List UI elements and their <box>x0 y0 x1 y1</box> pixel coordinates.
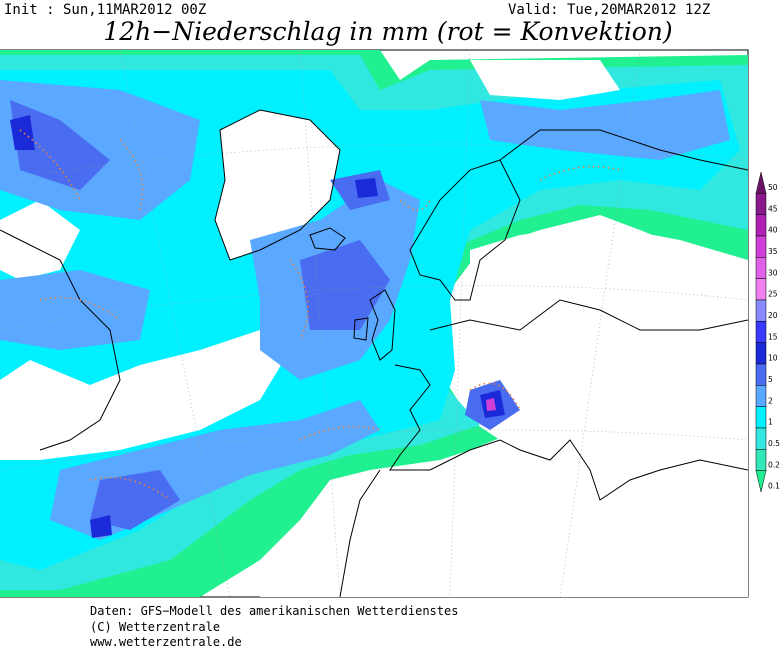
legend-swatch <box>755 257 767 279</box>
legend-swatch <box>755 342 767 365</box>
footer-line: Daten: GFS−Modell des amerikanischen Wet… <box>90 604 458 618</box>
legend-swatch <box>755 321 767 343</box>
color-legend: 50 45 40 35 30 25 20 15 10 5 2 1 0.5 0.2 0.1 <box>755 171 780 493</box>
legend-label: 1 <box>768 418 773 427</box>
legend-label: 35 <box>768 247 778 256</box>
legend-swatch <box>755 449 767 471</box>
init-time: Init : Sun,11MAR2012 00Z <box>4 2 206 18</box>
convection-contour <box>19 129 621 501</box>
footer-line: www.wetterzentrale.de <box>90 635 242 648</box>
legend-label: 20 <box>768 311 778 320</box>
legend-label: 15 <box>768 332 778 341</box>
legend-swatch <box>755 171 767 194</box>
legend-label: 30 <box>768 268 778 277</box>
legend-label: 50 <box>768 183 778 192</box>
legend-label: 10 <box>768 354 778 363</box>
legend-label: 2 <box>768 396 773 405</box>
valid-time: Valid: Tue,20MAR2012 12Z <box>508 2 710 18</box>
legend-swatch <box>755 235 767 258</box>
map-title: 12h−Niederschlag in mm (rot = Konvektion… <box>103 17 672 46</box>
legend-swatch <box>755 406 767 429</box>
dry-atlantic <box>0 330 290 460</box>
legend-swatch <box>755 193 767 215</box>
dry-arctic <box>470 60 620 100</box>
precip-35 <box>486 398 496 411</box>
map-area <box>0 49 749 598</box>
legend-label: 0.1 <box>768 482 780 491</box>
dry-europe <box>260 225 748 597</box>
legend-swatch <box>755 470 767 493</box>
legend-label: 40 <box>768 226 778 235</box>
legend-label: 5 <box>768 375 773 384</box>
legend-swatch <box>755 385 767 407</box>
legend-swatch <box>755 427 767 450</box>
dry-greenland <box>215 110 340 260</box>
precip-5 <box>10 100 520 530</box>
legend-swatch <box>755 214 767 237</box>
coastline <box>0 109 748 597</box>
legend-label: 25 <box>768 290 778 299</box>
legend-label: 0.2 <box>768 460 780 469</box>
legend-swatch <box>755 299 767 322</box>
legend-swatch <box>755 278 767 301</box>
footer-line: (C) Wetterzentrale <box>90 620 220 634</box>
legend-label: 0.5 <box>768 439 780 448</box>
legend-label: 45 <box>768 204 778 213</box>
legend-swatch <box>755 363 767 386</box>
